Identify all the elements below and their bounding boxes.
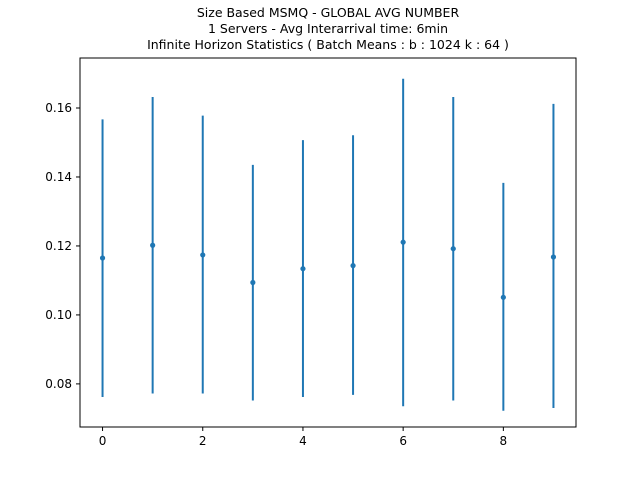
data-point-8 xyxy=(500,294,506,300)
title-line-2: 1 Servers - Avg Interarrival time: 6min xyxy=(208,21,448,36)
y-tick-label-0.16: 0.16 xyxy=(45,101,72,115)
data-point-6 xyxy=(400,239,406,245)
y-tick-label-0.14: 0.14 xyxy=(45,170,72,184)
x-tick-label-4: 4 xyxy=(299,434,307,448)
title-line-3: Infinite Horizon Statistics ( Batch Mean… xyxy=(147,37,509,52)
x-tick-label-8: 8 xyxy=(500,434,508,448)
data-point-2 xyxy=(200,252,206,258)
title-line-1: Size Based MSMQ - GLOBAL AVG NUMBER xyxy=(197,5,460,20)
x-tick-label-2: 2 xyxy=(199,434,207,448)
y-tick-label-0.10: 0.10 xyxy=(45,308,72,322)
y-axis: 0.08 0.10 0.12 0.14 0.16 xyxy=(45,101,80,391)
data-point-3 xyxy=(250,279,256,286)
chart-title: Size Based MSMQ - GLOBAL AVG NUMBER 1 Se… xyxy=(147,5,509,52)
x-tick-label-0: 0 xyxy=(99,434,107,448)
data-point-7 xyxy=(450,246,456,252)
data-point-9 xyxy=(550,254,557,260)
data-point-4 xyxy=(300,266,306,272)
y-tick-label-0.12: 0.12 xyxy=(45,239,72,253)
data-point-5 xyxy=(350,263,356,269)
x-tick-label-6: 6 xyxy=(399,434,407,448)
x-axis: 0 2 4 6 8 xyxy=(99,427,507,448)
y-tick-label-0.08: 0.08 xyxy=(45,377,72,391)
axes-frame xyxy=(79,57,577,428)
data-point-1 xyxy=(150,242,156,248)
plot-area xyxy=(99,78,557,411)
data-point-0 xyxy=(99,255,106,261)
